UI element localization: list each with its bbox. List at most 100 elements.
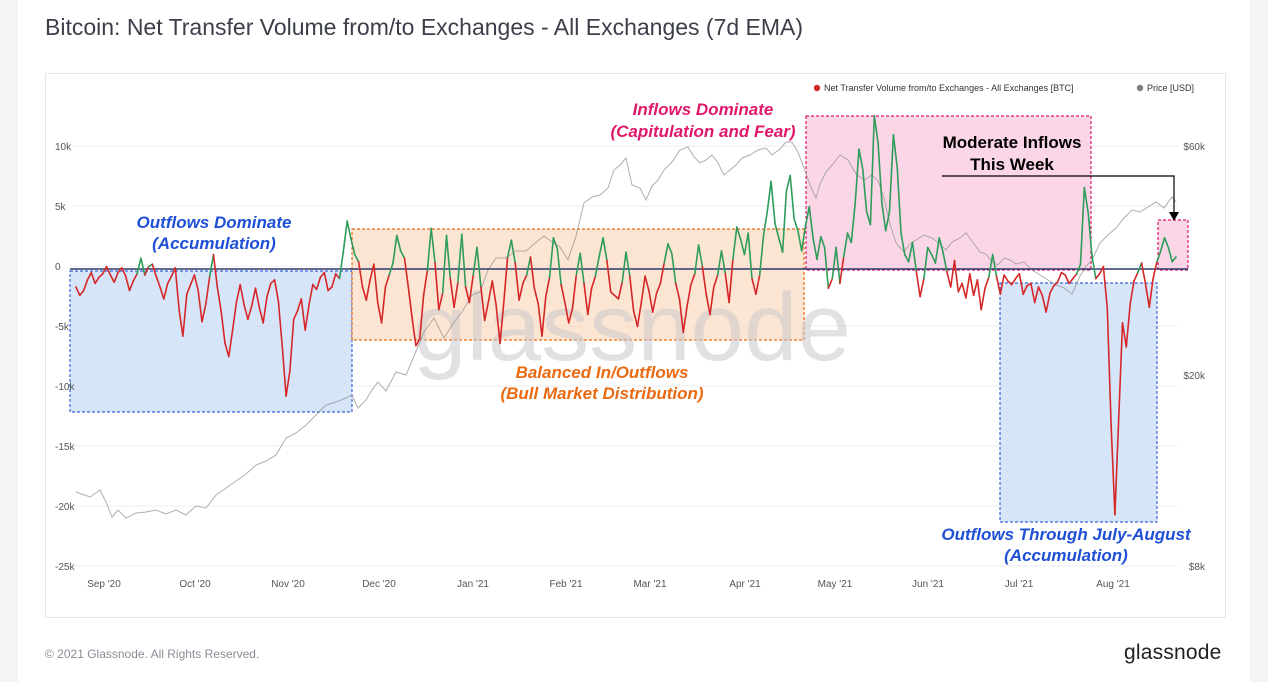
net-flow-segment-254 xyxy=(1045,292,1051,313)
net-flow-segment-275 xyxy=(1125,302,1131,348)
net-flow-segment-279 xyxy=(1140,262,1147,285)
net-flow-segment-22 xyxy=(159,286,165,300)
net-flow-segment-191 xyxy=(804,205,811,227)
net-flow-segment-29 xyxy=(186,283,192,296)
net-flow-segment-41 xyxy=(231,301,238,331)
net-flow-segment-206 xyxy=(861,168,868,213)
net-flow-segment-88 xyxy=(411,317,417,347)
net-flow-segment-129 xyxy=(567,307,574,324)
net-flow-segment-218 xyxy=(907,241,914,263)
net-flow-segment-280 xyxy=(1144,282,1151,309)
net-flow-segment-242 xyxy=(999,274,1005,296)
net-flow-segment-264 xyxy=(1083,186,1089,214)
net-flow-segment-46 xyxy=(250,287,257,307)
y-left-tick-0: 10k xyxy=(55,142,72,153)
legend-dot-price xyxy=(1136,84,1144,92)
net-flow-segment-160 xyxy=(686,283,692,307)
net-flow-segment-75 xyxy=(361,286,368,301)
net-flow-segment-251 xyxy=(1033,286,1040,304)
net-flow-segment-84 xyxy=(395,234,402,252)
net-flow-segment-278 xyxy=(1137,262,1143,274)
net-flow-segment-108 xyxy=(487,280,494,303)
net-flow-segment-6 xyxy=(98,272,104,279)
net-flow-segment-66 xyxy=(327,286,333,292)
net-flow-segment-50 xyxy=(266,282,272,298)
net-flow-segment-67 xyxy=(331,272,337,288)
net-flow-segment-201 xyxy=(842,232,849,258)
net-flow-segment-8 xyxy=(105,265,112,276)
net-flow-segment-117 xyxy=(522,274,528,285)
net-flow-segment-60 xyxy=(304,304,310,331)
net-flow-segment-116 xyxy=(518,282,524,301)
net-flow-segment-14 xyxy=(128,280,135,292)
net-flow-segment-244 xyxy=(1007,280,1013,286)
net-flow-segment-140 xyxy=(609,290,616,297)
net-flow-segment-198 xyxy=(831,246,837,280)
net-flow-segment-109 xyxy=(491,280,497,306)
net-flow-segment-145 xyxy=(628,275,635,312)
net-flow-segment-95 xyxy=(437,292,444,311)
box-outflows-2 xyxy=(999,282,1158,523)
net-flow-segment-33 xyxy=(201,302,207,323)
net-flow-segment-20 xyxy=(151,263,157,278)
net-flow-segment-133 xyxy=(583,282,589,316)
net-flow-segment-111 xyxy=(499,301,505,345)
net-flow-segment-43 xyxy=(239,283,245,306)
moderate-arrow-line xyxy=(942,175,1175,214)
net-flow-segment-231 xyxy=(957,282,963,293)
net-flow-segment-230 xyxy=(953,259,960,293)
y-right-tick-0: $60k xyxy=(1183,142,1206,153)
net-flow-segment-65 xyxy=(323,271,329,292)
net-flow-segment-189 xyxy=(797,229,803,252)
x-tick-3: Dec '20 xyxy=(362,579,396,590)
y-left-tick-7: -25k xyxy=(55,562,75,573)
net-flow-segment-149 xyxy=(644,275,650,292)
net-flow-segment-58 xyxy=(296,298,303,312)
net-flow-segment-2 xyxy=(82,278,89,292)
net-flow-segment-30 xyxy=(189,274,196,286)
net-flow-segment-143 xyxy=(621,251,627,284)
net-flow-segment-123 xyxy=(544,276,551,298)
net-flow-segment-195 xyxy=(819,235,826,249)
net-flow-segment-94 xyxy=(434,262,440,311)
net-flow-segment-154 xyxy=(663,243,669,264)
net-flow-segment-228 xyxy=(945,270,952,288)
x-tick-6: Mar '21 xyxy=(633,579,666,590)
net-flow-segment-281 xyxy=(1148,277,1154,309)
net-flow-segment-122 xyxy=(541,295,547,337)
x-tick-8: May '21 xyxy=(818,579,853,590)
net-flow-segment-182 xyxy=(770,180,776,225)
net-flow-segment-178 xyxy=(755,274,761,296)
net-flow-segment-130 xyxy=(571,274,578,310)
x-tick-4: Jan '21 xyxy=(457,579,489,590)
net-flow-segment-237 xyxy=(980,287,986,311)
legend-label-price: Price [USD] xyxy=(1147,83,1194,93)
net-flow-segment-93 xyxy=(430,227,436,264)
net-flow-segment-21 xyxy=(155,275,161,288)
net-flow-segment-112 xyxy=(502,256,509,304)
y-left-tick-6: -20k xyxy=(55,502,75,513)
moderate-arrow-head xyxy=(1169,212,1179,221)
net-flow-segment-96 xyxy=(441,234,448,294)
net-flow-segment-56 xyxy=(289,318,295,372)
net-flow-segment-208 xyxy=(869,114,876,226)
x-tick-10: Jul '21 xyxy=(1005,579,1034,590)
net-flow-segment-18 xyxy=(144,265,150,276)
net-flow-segment-223 xyxy=(926,246,933,256)
net-flow-segment-155 xyxy=(667,243,673,255)
price-line xyxy=(75,141,1177,519)
net-flow-segment-167 xyxy=(712,274,719,288)
net-flow-segment-37 xyxy=(216,286,222,312)
net-flow-segment-253 xyxy=(1041,294,1047,313)
net-flow-segment-81 xyxy=(384,274,391,288)
net-flow-segment-12 xyxy=(121,266,127,278)
net-flow-segment-176 xyxy=(747,232,753,280)
net-flow-segment-165 xyxy=(705,293,711,316)
net-flow-segment-232 xyxy=(961,282,967,299)
net-flow-segment-74 xyxy=(357,260,364,288)
net-flow-segment-135 xyxy=(590,275,597,290)
glassnode-logo[interactable]: glassnode xyxy=(1124,641,1222,664)
net-flow-segment-107 xyxy=(483,300,490,322)
annotation-moderate-inflows-line1: Moderate Inflows xyxy=(943,133,1082,152)
